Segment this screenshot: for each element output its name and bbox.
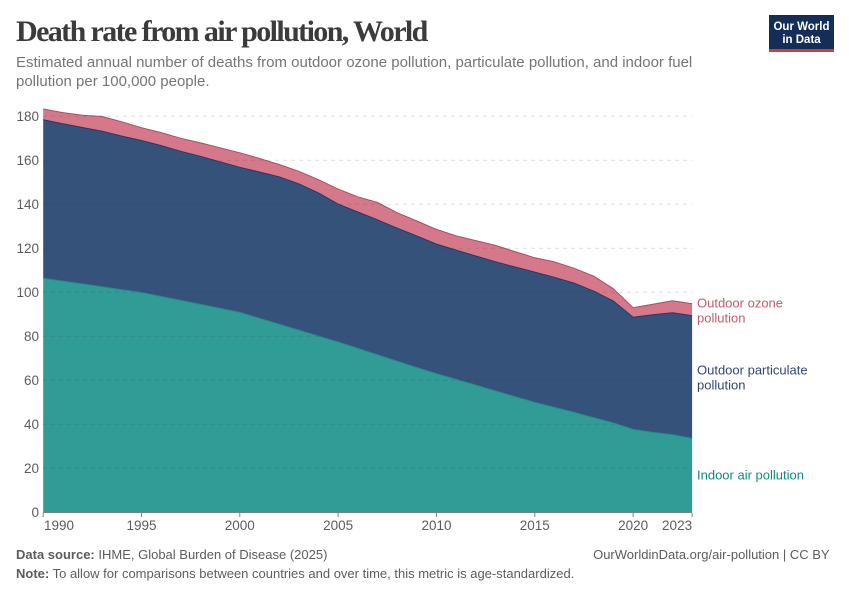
svg-text:80: 80 [24, 329, 39, 344]
svg-text:180: 180 [16, 109, 39, 124]
svg-text:2010: 2010 [421, 518, 451, 533]
svg-text:2000: 2000 [225, 518, 255, 533]
svg-text:pollution: pollution [697, 310, 745, 325]
svg-text:2005: 2005 [323, 518, 353, 533]
svg-text:Indoor air pollution: Indoor air pollution [697, 467, 804, 482]
svg-text:160: 160 [16, 153, 39, 168]
svg-text:100: 100 [16, 285, 39, 300]
svg-text:60: 60 [24, 373, 39, 388]
svg-text:120: 120 [16, 241, 39, 256]
svg-text:1990: 1990 [44, 518, 74, 533]
svg-text:140: 140 [16, 197, 39, 212]
svg-text:1995: 1995 [126, 518, 156, 533]
svg-text:20: 20 [24, 461, 39, 476]
svg-text:0: 0 [31, 505, 39, 520]
svg-text:pollution: pollution [697, 377, 745, 392]
svg-text:40: 40 [24, 417, 39, 432]
svg-text:2015: 2015 [520, 518, 550, 533]
svg-text:2020: 2020 [618, 518, 648, 533]
svg-text:2023: 2023 [662, 518, 692, 533]
svg-text:Outdoor ozone: Outdoor ozone [697, 296, 783, 311]
svg-text:Outdoor particulate: Outdoor particulate [697, 363, 808, 378]
